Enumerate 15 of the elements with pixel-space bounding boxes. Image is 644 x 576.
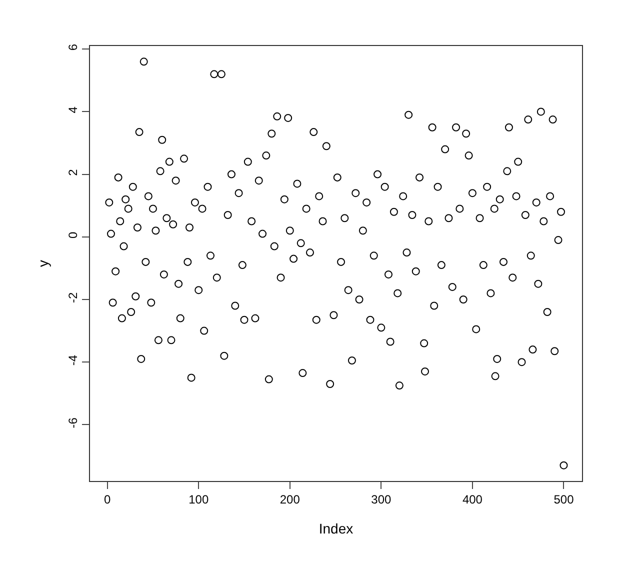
y-tick-label: -4 [66,354,80,366]
y-tick-label: 0 [66,231,80,238]
x-tick-label: 400 [462,492,483,506]
y-axis-title: y [34,260,51,267]
x-tick-label: 0 [104,492,111,506]
y-tick-label: 2 [66,168,80,176]
x-tick-label: 200 [280,492,300,506]
x-tick-label: 300 [371,492,392,506]
x-tick-label: 500 [554,492,574,506]
x-tick-label: 100 [188,492,209,506]
y-tick-label: 4 [66,106,80,114]
y-tick-label: -6 [66,417,80,428]
y-tick-label: 6 [66,44,80,51]
y-tick-label: -2 [66,292,80,304]
x-axis-title: Index [318,520,354,537]
